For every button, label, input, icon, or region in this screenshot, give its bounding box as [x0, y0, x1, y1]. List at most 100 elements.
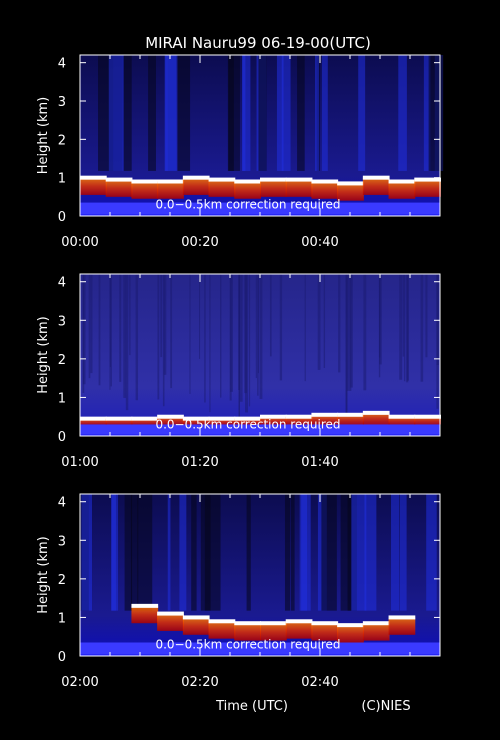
- profile-streak: [209, 274, 211, 413]
- chart-title: MIRAI Nauru99 06-19-00(UTC): [145, 34, 371, 52]
- cloud-base-point: [182, 416, 210, 421]
- profile-streak: [167, 494, 171, 611]
- y-tick-label: 4: [58, 276, 66, 291]
- aerosol-layer: [388, 416, 416, 425]
- aerosol-layer: [234, 181, 261, 199]
- correction-annotation: 0.0−0.5km correction required: [155, 417, 340, 431]
- profile-streak: [420, 274, 424, 382]
- profile-streak: [123, 55, 132, 171]
- cloud-base-point: [182, 175, 210, 180]
- credit-label: (C)NIES: [361, 699, 410, 714]
- aerosol-layer: [182, 177, 210, 195]
- profile-streak: [98, 274, 101, 386]
- cloud-base-point: [105, 416, 133, 421]
- cloud-base-point: [80, 175, 107, 180]
- x-tick-label: 02:40: [301, 675, 338, 690]
- cloud-base-point: [234, 621, 261, 626]
- profile-streak: [179, 494, 187, 611]
- y-tick-label: 2: [58, 353, 66, 368]
- surface-layer: [80, 202, 440, 215]
- profile-streak: [284, 494, 291, 611]
- profile-streak: [177, 55, 191, 171]
- x-tick-label: 00:40: [301, 235, 338, 250]
- cloud-base-point: [388, 615, 416, 620]
- aerosol-layer: [105, 418, 133, 425]
- y-tick-label: 1: [58, 172, 66, 187]
- profile-streak: [290, 494, 295, 611]
- profile-streak: [404, 274, 406, 382]
- profile-streak: [124, 494, 133, 611]
- profile-streak: [110, 274, 112, 387]
- cloud-base-point: [182, 615, 210, 620]
- y-tick-label: 3: [58, 534, 66, 549]
- x-tick-label: 01:20: [181, 455, 218, 470]
- profile-streak: [228, 55, 240, 171]
- aerosol-layer: [311, 623, 339, 641]
- aerosol-layer: [182, 418, 210, 425]
- profile-streak: [83, 274, 86, 385]
- cloud-base-point: [337, 181, 364, 186]
- profile-streak: [276, 55, 284, 171]
- profile-streak: [119, 274, 122, 382]
- profile-streak: [399, 494, 407, 611]
- profile-streak: [363, 274, 367, 391]
- y-tick-label: 4: [58, 496, 66, 511]
- cloud-base-point: [362, 175, 390, 180]
- cloud-base-point: [285, 177, 313, 182]
- profile-streak: [148, 55, 156, 171]
- cloud-base-point: [234, 179, 261, 184]
- aerosol-layer: [131, 418, 159, 425]
- profile-streak: [90, 274, 93, 374]
- cloud-base-point: [260, 414, 287, 419]
- profile-streak: [125, 274, 129, 411]
- profile-streak: [340, 494, 351, 611]
- y-tick-label: 1: [58, 391, 66, 406]
- profile-streak: [321, 55, 328, 171]
- profile-streak: [123, 274, 127, 398]
- cloud-base-point: [208, 416, 236, 421]
- profile-streak: [379, 274, 382, 365]
- cloud-base-point: [157, 179, 184, 184]
- profile-streak: [81, 494, 93, 611]
- cloud-base-point: [388, 414, 416, 419]
- profile-streak: [255, 274, 257, 379]
- profile-streak: [165, 55, 178, 171]
- aerosol-layer: [157, 613, 184, 631]
- profile-streak: [378, 274, 381, 378]
- profile-streak: [230, 274, 233, 392]
- y-tick-label: 3: [58, 314, 66, 329]
- aerosol-layer: [285, 416, 313, 425]
- profile-streak: [248, 274, 251, 407]
- y-tick-label: 0: [58, 210, 66, 225]
- panel-2: 0.0−0.5km correction required 0 1 2 3 4 Height…: [36, 273, 441, 470]
- profile-streak: [279, 274, 283, 381]
- correction-annotation: 0.0−0.5km correction required: [155, 637, 340, 651]
- aerosol-layer: [131, 605, 159, 624]
- profile-streak: [109, 274, 111, 368]
- profile-streak: [204, 274, 206, 403]
- profile-streak: [163, 274, 167, 375]
- profile-streak: [246, 494, 251, 611]
- profile-streak: [220, 274, 222, 398]
- profile-streak: [259, 274, 263, 399]
- x-tick-label: 02:00: [61, 675, 98, 690]
- y-tick-label: 2: [58, 133, 66, 148]
- aerosol-layer: [285, 621, 313, 639]
- aerosol-layer: [260, 416, 287, 425]
- cloud-base-point: [260, 177, 287, 182]
- profile-streak: [350, 274, 353, 388]
- cloud-base-point: [362, 410, 390, 415]
- profile-streak: [238, 274, 240, 419]
- profile-streak: [199, 274, 201, 359]
- profile-streak: [88, 274, 91, 379]
- profile-streak: [242, 55, 251, 171]
- aerosol-layer: [362, 623, 390, 641]
- profile-streak: [258, 55, 267, 171]
- profile-streak: [426, 494, 437, 611]
- profile-streak: [191, 494, 197, 611]
- correction-annotation: 0.0−0.5km correction required: [155, 197, 340, 211]
- profile-streak: [364, 494, 377, 611]
- aerosol-layer: [337, 625, 364, 643]
- cloud-base-point: [208, 177, 236, 182]
